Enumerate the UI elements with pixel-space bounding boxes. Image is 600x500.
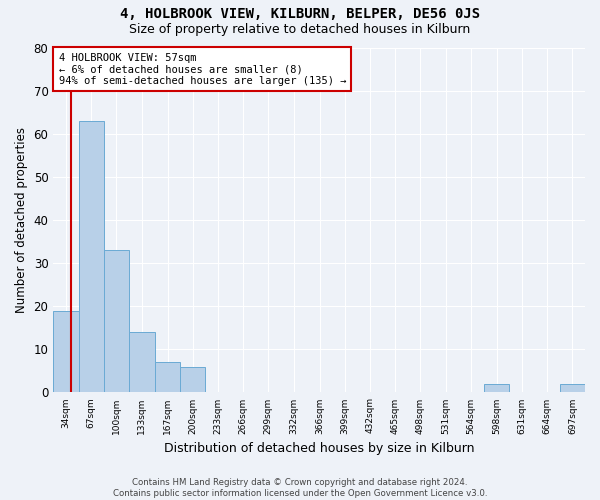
- Bar: [129, 332, 155, 392]
- X-axis label: Distribution of detached houses by size in Kilburn: Distribution of detached houses by size …: [164, 442, 475, 455]
- Text: Size of property relative to detached houses in Kilburn: Size of property relative to detached ho…: [130, 22, 470, 36]
- Bar: [180, 366, 205, 392]
- Y-axis label: Number of detached properties: Number of detached properties: [15, 127, 28, 313]
- Bar: [484, 384, 509, 392]
- Bar: [560, 384, 585, 392]
- Text: Contains HM Land Registry data © Crown copyright and database right 2024.
Contai: Contains HM Land Registry data © Crown c…: [113, 478, 487, 498]
- Bar: [155, 362, 180, 392]
- Bar: [53, 310, 79, 392]
- Text: 4, HOLBROOK VIEW, KILBURN, BELPER, DE56 0JS: 4, HOLBROOK VIEW, KILBURN, BELPER, DE56 …: [120, 8, 480, 22]
- Bar: [79, 121, 104, 392]
- Bar: [104, 250, 129, 392]
- Text: 4 HOLBROOK VIEW: 57sqm
← 6% of detached houses are smaller (8)
94% of semi-detac: 4 HOLBROOK VIEW: 57sqm ← 6% of detached …: [59, 52, 346, 86]
